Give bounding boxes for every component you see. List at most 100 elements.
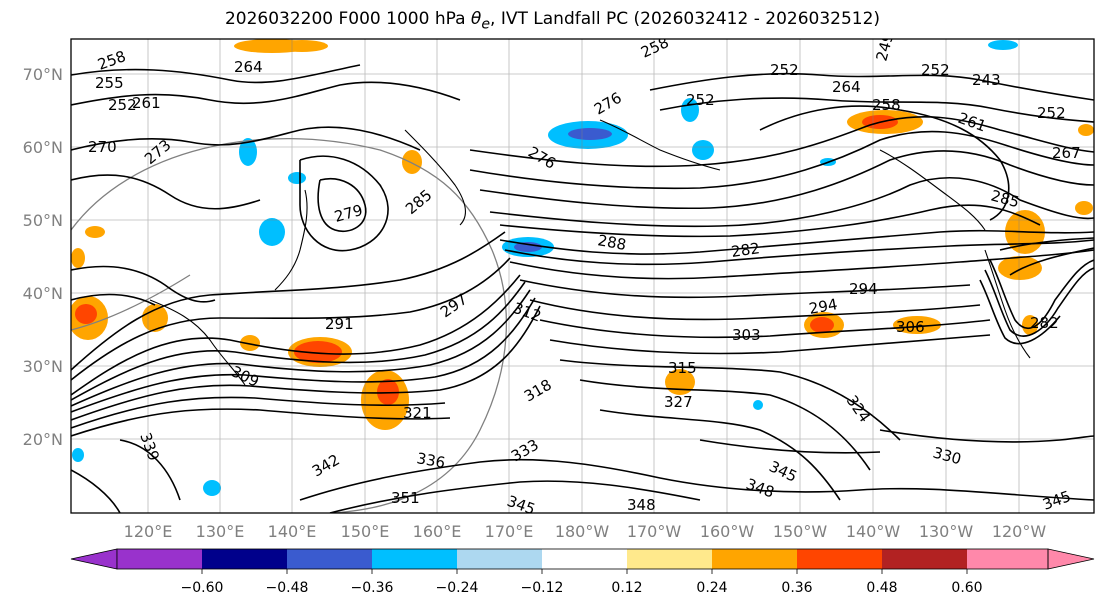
contour-label: 351 [391,489,420,507]
contour-label: 321 [403,404,432,422]
lat-label: 30°N [23,357,63,376]
colorbar-min-extension [70,548,118,570]
contour-label: 270 [88,138,117,156]
contour-label: 348 [627,496,656,514]
lon-label: 120°W [992,522,1047,541]
lon-label: 130°E [196,522,245,541]
title-date: 2026032200 F000 [224,9,381,29]
title-theta: θ [470,9,482,29]
colorbar-bin [967,549,1048,569]
contour-label: 336 [415,449,446,472]
shade-patch-blue [72,448,84,462]
colorbar-bin [372,549,457,569]
lon-label: 160°E [413,522,462,541]
colorbar-tick-label: −0.48 [266,580,309,596]
shade-patch-red [294,341,342,363]
lon-label: 180°W [555,522,610,541]
colorbar-tick-label: 0.60 [951,580,982,596]
shade-patch-orange [1078,124,1094,136]
colorbar-bin [202,549,287,569]
colorbar-max-extension [1047,548,1095,570]
contour-label: 327 [664,393,693,411]
colorbar-outline [116,548,1049,570]
contour-label: 291 [325,315,354,333]
shade-patch-darkblue [514,242,542,252]
colorbar-tick-label: −0.60 [181,580,224,596]
colorbar-bin [287,549,372,569]
shade-patch-blue [288,172,306,184]
contour-label: 294 [849,280,878,298]
colorbar-bin [882,549,967,569]
lon-label: 170°E [485,522,534,541]
contour-label: 267 [1052,144,1081,162]
lon-label: 150°E [341,522,390,541]
lon-label: 130°W [919,522,974,541]
contour-label: 252 [921,61,950,79]
colorbar-tick-label: −0.36 [351,580,394,596]
shade-patch-blue [259,218,285,246]
coastlines [149,119,1031,386]
colorbar-tick-label: 0.36 [781,580,812,596]
contour-lines [71,64,1094,513]
shade-patch-orange [1075,201,1093,215]
contour-label: 282 [730,239,761,261]
contour-label: 315 [668,359,697,377]
contour-label: 261 [132,94,161,112]
lat-label: 40°N [23,284,63,303]
shade-patch-darkblue [568,128,612,140]
lon-label: 140°E [268,522,317,541]
shade-patch-orange [71,248,85,268]
shade-patch-blue [239,138,257,166]
colorbar-bin [797,549,882,569]
shade-patch-orange [85,226,105,238]
contour-label: 252 [770,61,799,79]
contour-label: 303 [732,326,761,344]
contour-label: 294 [808,295,839,318]
lat-label: 60°N [23,138,63,157]
colorbar-tick-label: −0.24 [436,580,479,596]
colorbar-tick-label: 0.48 [866,580,897,596]
title-rest: , IVT Landfall PC (2026032412 - 20260325… [490,9,881,29]
colorbar-tick-label: 0.12 [611,580,642,596]
shade-patch-blue [988,40,1018,50]
contour-label: 264 [832,78,861,96]
shade-patch-red [810,317,834,333]
shade-patch-orange [402,150,422,174]
latitude-labels: 70°N 60°N 50°N 40°N 30°N 20°N [23,65,63,449]
contour-label: 255 [95,74,124,92]
shade-patch-orange [276,40,328,52]
longitude-labels: 120°E 130°E 140°E 150°E 160°E 170°E 180°… [124,522,1047,541]
chart-title: 2026032200 F000 1000 hPa θe, IVT Landfal… [0,9,1105,32]
colorbar-tick-label: −0.12 [521,580,564,596]
contour-label: 306 [896,318,925,336]
lat-label: 20°N [23,430,63,449]
map-frame [70,38,1095,514]
shade-patch-blue [753,400,763,410]
colorbar-bin [117,549,202,569]
shade-patch-orange [240,335,260,351]
shade-patch-orange [893,316,941,334]
shade-patch-orange [998,256,1042,280]
colorbar-ticks [201,569,968,574]
contour-label: 264 [234,58,263,76]
lon-label: 150°W [773,522,828,541]
shading-layer [71,39,1094,496]
contour-label: 252 [686,91,715,109]
colorbar-bin [457,549,542,569]
shade-patch-blue [203,480,221,496]
contour-label: 252 [1037,104,1066,122]
shade-patch-red [377,379,399,405]
shade-patch-orange [1022,315,1038,335]
contour-label: 258 [872,96,901,114]
colorbar-bin [712,549,797,569]
title-theta-sub: e [481,16,491,33]
contour-label: 288 [596,231,627,254]
map-background [71,39,1094,513]
colorbar-bin [542,549,627,569]
shade-patch-red [75,304,97,324]
lon-label: 170°W [627,522,682,541]
contour-label: 252 [108,96,137,114]
colorbar-tick-label: 0.24 [696,580,727,596]
map-content: 258 261 255 252 264 258 276 252 249 252 … [71,39,1094,514]
